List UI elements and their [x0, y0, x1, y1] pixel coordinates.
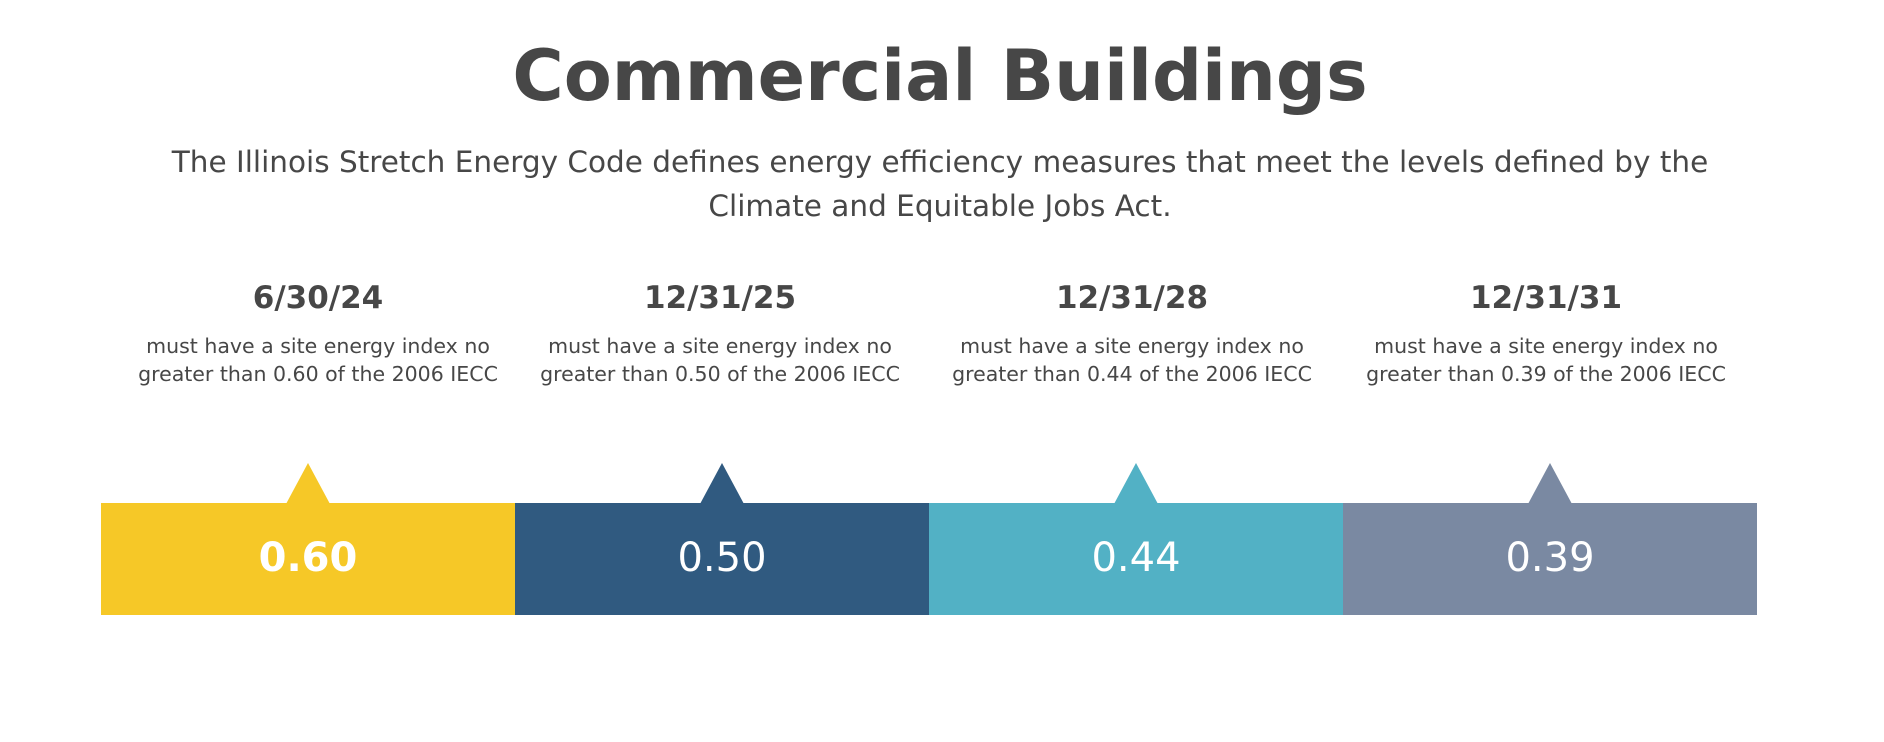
timeline-segment-4 — [1343, 503, 1757, 615]
milestone-date: 6/30/24 — [252, 280, 384, 316]
page-subtitle: The Illinois Stretch Energy Code defines… — [171, 145, 1709, 223]
timeline-pointer-2 — [700, 463, 744, 504]
milestone-description: must have a site energy index no greater… — [540, 334, 900, 386]
timeline-value-1: 0.60 — [258, 535, 358, 581]
milestone-description: must have a site energy index no greater… — [1366, 334, 1726, 386]
timeline-value-4: 0.39 — [1505, 535, 1595, 581]
milestone-description: must have a site energy index no greater… — [138, 334, 498, 386]
timeline-segment-2 — [515, 503, 929, 615]
timeline-pointer-4 — [1528, 463, 1572, 504]
milestone-description: must have a site energy index no greater… — [952, 334, 1312, 386]
milestone-date: 12/31/28 — [1055, 280, 1209, 316]
milestone-2: 12/31/25 must have a site energy index n… — [540, 278, 900, 388]
milestone-4: 12/31/31 must have a site energy index n… — [1366, 278, 1726, 388]
timeline-segment-1 — [101, 503, 515, 615]
timeline-value-2: 0.50 — [677, 535, 767, 581]
timeline-pointer-3 — [1114, 463, 1158, 504]
timeline-value-3: 0.44 — [1091, 535, 1181, 581]
page-title: Commercial Buildings — [512, 35, 1368, 117]
timeline-pointer-1 — [286, 463, 330, 504]
milestone-1: 6/30/24 must have a site energy index no… — [138, 278, 498, 388]
milestone-3: 12/31/28 must have a site energy index n… — [952, 278, 1312, 388]
timeline-segment-3 — [929, 503, 1343, 615]
milestone-date: 12/31/25 — [643, 280, 797, 316]
milestone-date: 12/31/31 — [1469, 280, 1623, 316]
